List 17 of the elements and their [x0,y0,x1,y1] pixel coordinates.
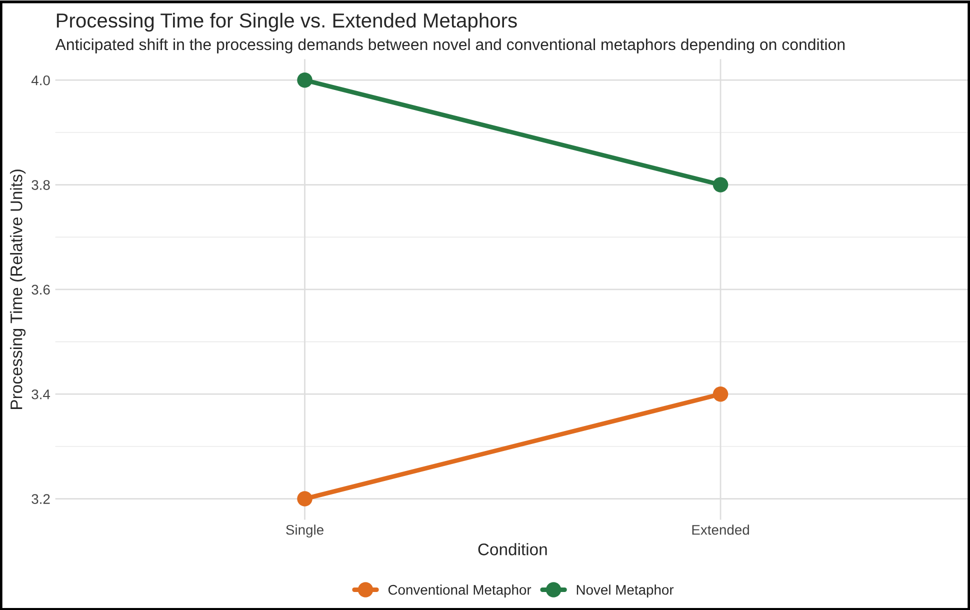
y-tick-label: 3.2 [32,494,50,504]
x-axis-title: Condition [478,543,547,556]
point [297,72,312,88]
legend-label: Novel Metaphor [576,584,674,598]
y-tick-label: 4.0 [31,75,50,86]
x-tick-label: Single [286,524,324,538]
point [712,177,728,192]
y-axis-title: Processing Time (Relative Units) [10,170,26,409]
chart-subtitle: Anticipated shift in the processing demands between novel and conventional metaphors depending on condition [55,38,845,54]
y-tick-label: 3.8 [32,180,50,190]
point [297,491,312,506]
x-tick-label: Extended [692,524,749,535]
point [712,386,728,402]
y-tick-label: 3.4 [32,389,50,400]
y-tick-label: 3.6 [32,284,50,295]
legend-label: Conventional Metaphor [388,584,532,598]
chart-title: Processing Time for Single vs. Extended Metaphors [56,12,517,32]
